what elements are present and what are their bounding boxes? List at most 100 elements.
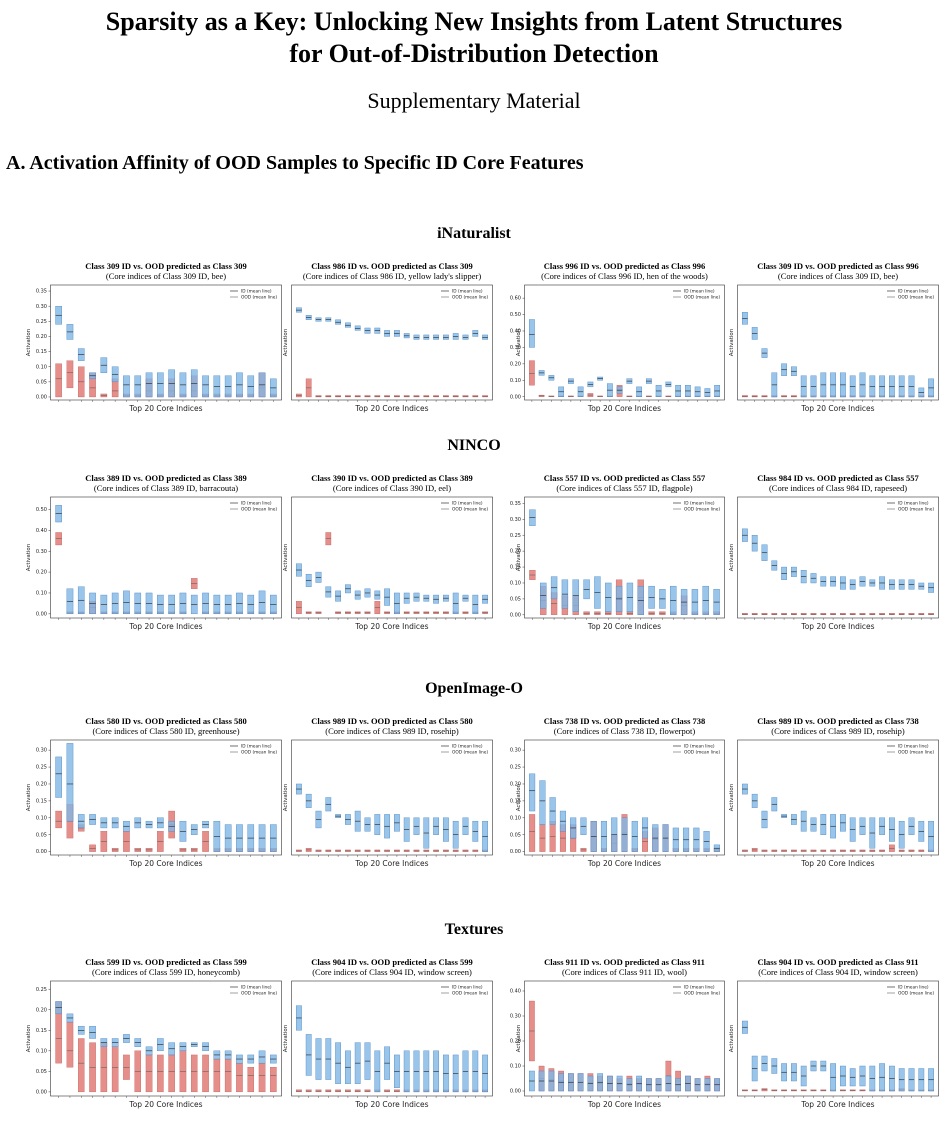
plot-frame bbox=[291, 496, 493, 619]
ood-box bbox=[77, 1038, 85, 1093]
chart-subtitle: (Core indices of Class 911 ID, wool) bbox=[562, 967, 687, 977]
plot-frame bbox=[737, 496, 939, 619]
id-box bbox=[529, 773, 536, 812]
plot-frame bbox=[524, 980, 725, 1097]
legend-ood-label: OOD (mean line) bbox=[241, 991, 277, 997]
y-tick-label: 0.20 bbox=[510, 782, 521, 788]
chart-subtitle: (Core indices of Class 996 ID, hen of th… bbox=[541, 271, 708, 281]
id-box bbox=[123, 375, 130, 398]
y-tick-label: 0.05 bbox=[510, 596, 521, 602]
x-axis-label: Top 20 Core Indices bbox=[128, 622, 202, 631]
legend-id-label: ID (mean line) bbox=[684, 985, 715, 991]
ood-box bbox=[202, 1054, 209, 1093]
y-axis-label: Activation bbox=[283, 1024, 289, 1052]
y-axis-label: Activation bbox=[283, 543, 289, 571]
y-axis-label: Activation bbox=[729, 328, 735, 356]
chart-subtitle: (Core indices of Class 738 ID, flowerpot… bbox=[554, 726, 696, 736]
legend-ood-label: OOD (mean line) bbox=[898, 991, 934, 997]
y-axis-label: Activation bbox=[26, 543, 32, 571]
y-axis-label: Activation bbox=[516, 783, 522, 811]
legend-id-label: ID (mean line) bbox=[241, 501, 272, 507]
chart-title: Class 984 ID vs. OOD predicted as Class … bbox=[757, 473, 919, 483]
chart-subtitle: (Core indices of Class 989 ID, rosehip) bbox=[771, 726, 905, 736]
x-axis-label: Top 20 Core Indices bbox=[354, 1100, 428, 1109]
id-box bbox=[157, 372, 164, 398]
y-tick-label: 0.05 bbox=[36, 379, 47, 385]
x-axis-label: Top 20 Core Indices bbox=[128, 404, 202, 413]
plot-frame bbox=[737, 739, 939, 856]
ood-box bbox=[55, 810, 62, 829]
x-axis-label: Top 20 Core Indices bbox=[587, 1100, 661, 1109]
y-tick-label: 0.15 bbox=[36, 1028, 47, 1034]
y-tick-label: 0.15 bbox=[510, 565, 521, 571]
x-axis-label: Top 20 Core Indices bbox=[800, 404, 874, 413]
legend-id-label: ID (mean line) bbox=[898, 501, 929, 507]
paper-title-line-2: for Out-of-Distribution Detection bbox=[289, 39, 659, 68]
ood-box bbox=[66, 1021, 74, 1068]
y-tick-label: 0.10 bbox=[36, 364, 47, 370]
id-box bbox=[539, 780, 546, 825]
x-axis-label: Top 20 Core Indices bbox=[128, 1100, 202, 1109]
y-tick-label: 0.20 bbox=[510, 1039, 521, 1045]
y-axis-label: Activation bbox=[516, 1024, 522, 1052]
legend-id-label: ID (mean line) bbox=[898, 744, 929, 750]
y-tick-label: 0.60 bbox=[510, 296, 521, 302]
chart-panel: Class 996 ID vs. OOD predicted as Class … bbox=[510, 261, 725, 413]
id-box bbox=[528, 319, 535, 348]
y-tick-label: 0.00 bbox=[510, 612, 521, 618]
y-tick-label: 0.00 bbox=[36, 611, 47, 617]
chart-panel: Class 738 ID vs. OOD predicted as Class … bbox=[510, 716, 725, 868]
ood-box bbox=[66, 360, 74, 389]
legend-ood-label: OOD (mean line) bbox=[898, 295, 934, 301]
plot-frame bbox=[50, 284, 282, 401]
y-tick-label: 0.50 bbox=[36, 507, 47, 513]
ood-box bbox=[529, 360, 535, 386]
y-axis-label: Activation bbox=[26, 1024, 32, 1052]
ood-box bbox=[111, 1046, 119, 1093]
paper-subtitle: Supplementary Material bbox=[367, 88, 581, 113]
legend-ood-label: OOD (mean line) bbox=[898, 507, 934, 513]
legend-id-label: ID (mean line) bbox=[241, 985, 272, 991]
ood-box bbox=[236, 1062, 243, 1093]
y-tick-label: 0.10 bbox=[510, 1064, 521, 1070]
paper-title-line-1: Sparsity as a Key: Unlocking New Insight… bbox=[105, 7, 843, 36]
y-tick-label: 0.00 bbox=[510, 1089, 521, 1095]
y-tick-label: 0.20 bbox=[510, 361, 521, 367]
y-tick-label: 0.35 bbox=[510, 501, 521, 507]
id-box bbox=[55, 756, 62, 798]
y-tick-label: 0.30 bbox=[36, 304, 47, 310]
chart-title: Class 996 ID vs. OOD predicted as Class … bbox=[544, 261, 706, 271]
plot-frame bbox=[50, 739, 282, 856]
legend-ood-label: OOD (mean line) bbox=[898, 750, 934, 756]
legend-ood-label: OOD (mean line) bbox=[241, 507, 277, 513]
y-tick-label: 0.15 bbox=[510, 798, 521, 804]
ood-box bbox=[247, 1067, 255, 1093]
x-axis-label: Top 20 Core Indices bbox=[354, 859, 428, 868]
x-axis-label: Top 20 Core Indices bbox=[587, 404, 661, 413]
chart-subtitle: (Core indices of Class 986 ID, yellow la… bbox=[303, 271, 482, 281]
plot-frame bbox=[524, 496, 725, 619]
x-axis-label: Top 20 Core Indices bbox=[587, 622, 661, 631]
chart-panel: Class 989 ID vs. OOD predicted as Class … bbox=[729, 716, 939, 868]
id-box bbox=[145, 372, 153, 398]
legend-ood-label: OOD (mean line) bbox=[241, 750, 277, 756]
y-tick-label: 0.00 bbox=[510, 849, 521, 855]
chart-panel: Class 309 ID vs. OOD predicted as Class … bbox=[26, 261, 282, 413]
chart-panel: Class 309 ID vs. OOD predicted as Class … bbox=[729, 261, 939, 413]
ood-box bbox=[270, 1067, 277, 1093]
y-axis-label: Activation bbox=[26, 328, 32, 356]
y-tick-label: 0.25 bbox=[510, 765, 521, 771]
y-axis-label: Activation bbox=[729, 783, 735, 811]
plot-frame bbox=[50, 980, 282, 1097]
chart-subtitle: (Core indices of Class 599 ID, honeycomb… bbox=[92, 967, 240, 977]
ood-box bbox=[157, 1054, 164, 1093]
legend-id-label: ID (mean line) bbox=[452, 289, 483, 295]
chart-subtitle: (Core indices of Class 389 ID, barracout… bbox=[94, 483, 238, 493]
legend-id-label: ID (mean line) bbox=[684, 289, 715, 295]
y-tick-label: 0.40 bbox=[36, 528, 47, 534]
ood-box bbox=[258, 1062, 266, 1093]
chart-title: Class 738 ID vs. OOD predicted as Class … bbox=[544, 716, 706, 726]
y-tick-label: 0.30 bbox=[36, 748, 47, 754]
ood-box bbox=[190, 1054, 198, 1093]
legend-ood-label: OOD (mean line) bbox=[452, 507, 488, 513]
